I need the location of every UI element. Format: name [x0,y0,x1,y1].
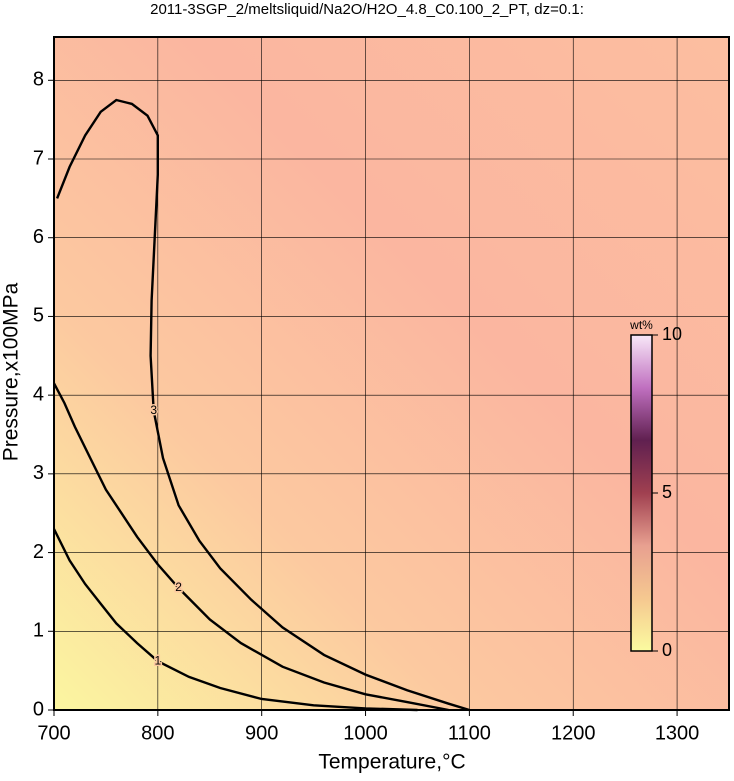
colorbar [630,334,653,652]
x-tick-label: 900 [245,722,278,744]
y-tick-label: 6 [33,226,44,248]
x-tick-label: 800 [141,722,174,744]
y-tick-label: 0 [33,698,44,720]
chart-title: 2011-3SGP_2/meltsliquid/Na2O/H2O_4.8_C0.… [150,1,584,18]
plot-frame [53,36,730,711]
x-tick-label: 1100 [448,722,491,744]
contour-label: 3 [150,403,157,417]
colorbar-tick-label: 10 [662,324,682,344]
y-tick-label: 8 [33,69,44,91]
colorbar-label: wt% [629,318,653,332]
y-tick-label: 4 [33,383,44,405]
y-tick-label: 2 [33,541,44,563]
y-tick-label: 1 [33,620,44,642]
x-tick-label: 1300 [655,722,700,744]
contour-label: 1 [155,653,162,667]
colorbar-tick-label: 0 [662,640,672,660]
contour-line [52,528,418,712]
y-axis-label: Pressure,x100MPa [0,282,23,461]
x-tick-label: 1200 [551,722,596,744]
x-tick-label: 700 [37,722,70,744]
y-tick-label: 5 [33,305,44,327]
contour-line [55,98,470,712]
x-tick-label: 1000 [343,722,388,744]
colorbar-tick-label: 5 [662,482,672,502]
contour-label: 2 [175,580,182,594]
plot-area [54,37,729,710]
y-tick-label: 7 [33,147,44,169]
x-axis-label: Temperature,°C [318,751,465,774]
contour-line [52,382,449,712]
y-tick-label: 3 [33,462,44,484]
